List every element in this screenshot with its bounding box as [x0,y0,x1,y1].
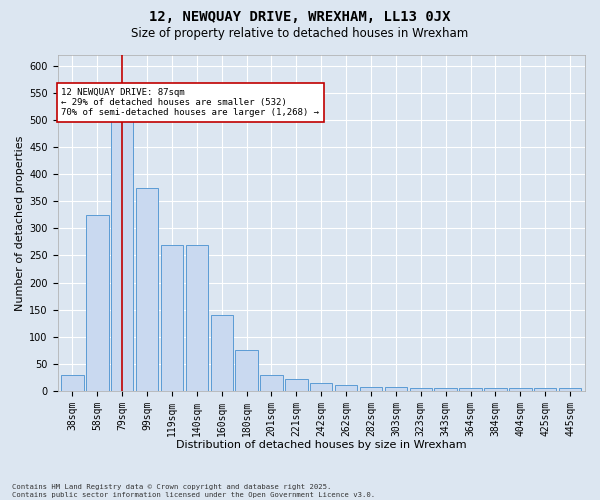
Bar [335,386,358,391]
Bar [360,386,382,391]
Bar [61,374,83,391]
Bar [460,388,482,391]
Bar [559,388,581,391]
Bar [434,388,457,391]
Y-axis label: Number of detached properties: Number of detached properties [15,135,25,310]
Text: Contains HM Land Registry data © Crown copyright and database right 2025.
Contai: Contains HM Land Registry data © Crown c… [12,484,375,498]
Bar [484,388,506,391]
Text: 12 NEWQUAY DRIVE: 87sqm
← 29% of detached houses are smaller (532)
70% of semi-d: 12 NEWQUAY DRIVE: 87sqm ← 29% of detache… [61,88,319,118]
Bar [410,388,432,391]
Bar [211,315,233,391]
Bar [111,114,133,391]
Bar [509,388,532,391]
Text: Size of property relative to detached houses in Wrexham: Size of property relative to detached ho… [131,28,469,40]
Bar [235,350,258,391]
Bar [161,244,183,391]
Bar [385,386,407,391]
Bar [185,244,208,391]
Bar [260,374,283,391]
Bar [534,388,556,391]
Bar [285,379,308,391]
Bar [310,382,332,391]
Bar [86,215,109,391]
X-axis label: Distribution of detached houses by size in Wrexham: Distribution of detached houses by size … [176,440,467,450]
Text: 12, NEWQUAY DRIVE, WREXHAM, LL13 0JX: 12, NEWQUAY DRIVE, WREXHAM, LL13 0JX [149,10,451,24]
Bar [136,188,158,391]
